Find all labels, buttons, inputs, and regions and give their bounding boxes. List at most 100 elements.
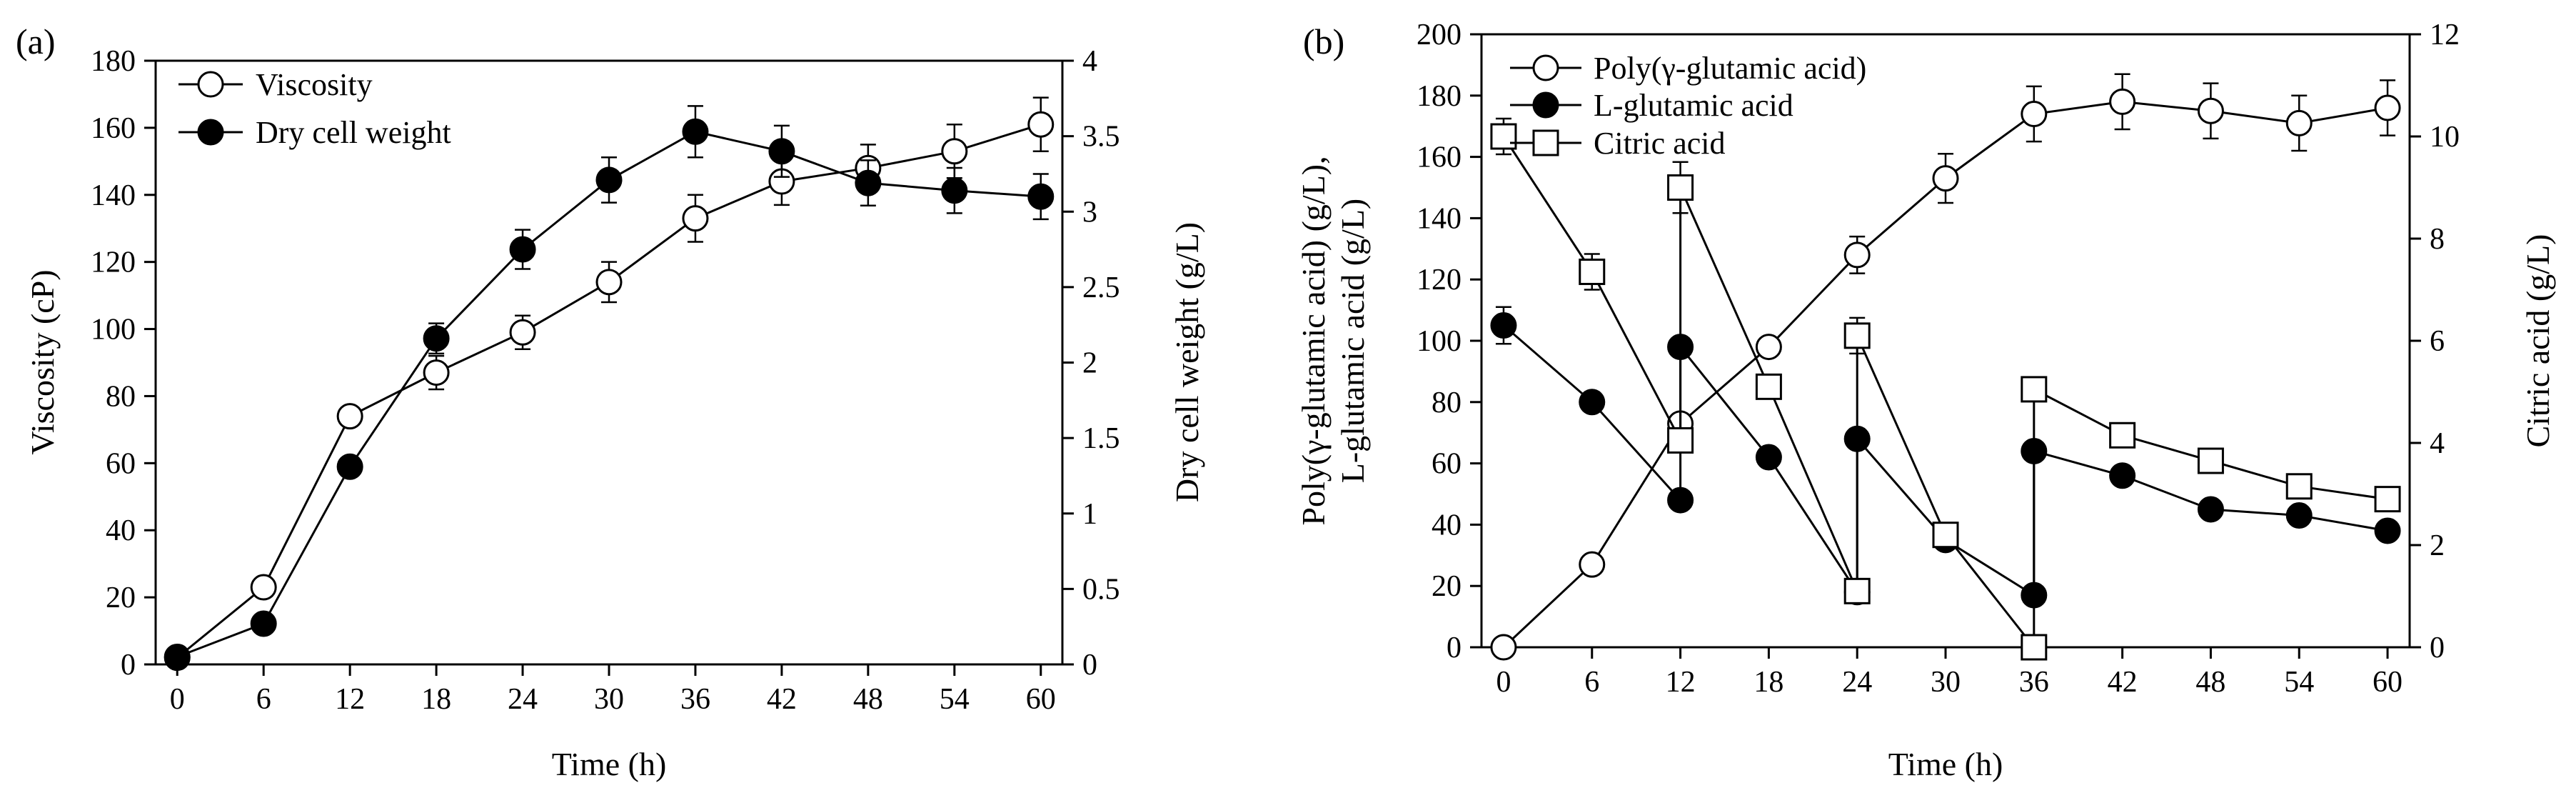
legend-dry-cell-weight-marker xyxy=(197,119,224,146)
panel-b-y-left-tick-label: 60 xyxy=(1432,448,1461,481)
panel-a-viscosity-point xyxy=(941,138,968,165)
panel-b-y-left-axis-title-line2: L-glutamic acid (g/L) xyxy=(1334,199,1371,484)
panel-b-citric-acid-point xyxy=(2109,422,2136,449)
panel-b-citric-acid-point xyxy=(2285,473,2313,500)
panel-b-poly-glutamic-acid-point xyxy=(2374,94,2401,121)
panel-b-l-glutamic-acid-point xyxy=(1579,389,1606,416)
panel-a-dry-cell-weight-point xyxy=(682,118,709,145)
panel-b-citric-acid-point xyxy=(1843,322,1871,349)
panel-a-x-tick-label: 48 xyxy=(853,683,883,716)
panel-b: (b) 0 6 12 18 24 30 36 42 48 54 600204060801001201… xyxy=(1295,19,2556,782)
panel-b-y-left-tick-label: 140 xyxy=(1417,202,1461,235)
panel-b-citric-acid-point xyxy=(2021,376,2048,403)
panel-b-x-tick-label: 0 xyxy=(1496,666,1511,699)
legend-pga-label: Poly(γ-glutamic acid) xyxy=(1594,51,1866,86)
panel-b-y-left-tick-label: 100 xyxy=(1417,325,1461,358)
panel-b-x-tick-label: 30 xyxy=(1931,666,1961,699)
panel-b-poly-glutamic-acid-point xyxy=(2109,88,2136,115)
legend-l-glutamic-marker xyxy=(1532,91,1559,119)
panel-a-y-right-tick-label: 0.5 xyxy=(1082,573,1120,606)
panel-a-dry-cell-weight-point xyxy=(336,453,363,480)
panel-a-axes: 0 6 12 18 24 30 36 42 48 54 6002040608010012014016… xyxy=(91,45,1120,716)
panel-b-l-glutamic-acid-point xyxy=(2109,462,2136,489)
panel-a-legend: Viscosity Dry cell weight xyxy=(178,67,451,150)
panel-b-l-glutamic-acid-point xyxy=(2197,496,2224,523)
panel-a-x-tick-label: 30 xyxy=(594,683,624,716)
panel-b-poly-glutamic-acid-point xyxy=(1490,634,1517,661)
legend-citric-label: Citric acid xyxy=(1594,126,1726,161)
panel-a-viscosity-point xyxy=(1027,111,1055,138)
panel-a-viscosity-point xyxy=(595,269,623,296)
panel-b-y-left-tick-label: 160 xyxy=(1417,141,1461,174)
panel-a-y-left-tick-label: 160 xyxy=(91,112,136,145)
panel-a-x-tick-label: 60 xyxy=(1026,683,1056,716)
panel-b-poly-glutamic-acid-point xyxy=(2197,97,2224,124)
panel-a-dry-cell-weight-point xyxy=(163,643,191,670)
panel-a: (a) 0 6 12 18 24 30 36 42 48 54 600204060801001201… xyxy=(16,21,1205,782)
panel-b-poly-glutamic-acid-point xyxy=(2285,109,2313,136)
panel-a-y-right-tick-label: 3 xyxy=(1082,196,1097,229)
panel-b-l-glutamic-acid-point xyxy=(1755,444,1782,471)
panel-a-y-right-tick-label: 1 xyxy=(1082,498,1097,531)
panel-b-citric-acid-point xyxy=(2374,486,2401,513)
panel-a-viscosity-point xyxy=(250,574,277,601)
panel-a-y-left-tick-label: 40 xyxy=(106,514,136,547)
panel-a-x-axis-title: Time (h) xyxy=(552,746,667,782)
panel-b-citric-acid-point xyxy=(1843,577,1871,604)
legend-viscosity-marker xyxy=(197,71,224,98)
panel-a-y-left-tick-label: 60 xyxy=(106,447,136,480)
panel-b-y-right-tick-label: 2 xyxy=(2430,529,2445,562)
panel-b-y-right-tick-label: 10 xyxy=(2430,121,2460,154)
panel-a-dry-cell-weight-point xyxy=(595,166,623,194)
panel-a-x-tick-label: 54 xyxy=(940,683,970,716)
panel-a-dry-cell-weight-point xyxy=(941,177,968,204)
panel-a-x-tick-label: 0 xyxy=(170,683,185,716)
panel-b-y-left-tick-label: 0 xyxy=(1447,632,1461,664)
panel-b-poly-glutamic-acid-point xyxy=(2021,101,2048,128)
panel-a-x-tick-label: 12 xyxy=(335,683,365,716)
panel-b-citric-acid-point xyxy=(1667,427,1694,454)
panel-a-dry-cell-weight-point xyxy=(250,610,277,637)
panel-a-dry-cell-weight-point xyxy=(768,138,795,165)
panel-b-poly-glutamic-acid-point xyxy=(1932,165,1959,192)
panel-b-poly-glutamic-acid-point xyxy=(1755,334,1782,361)
legend-dry-cell-weight-label: Dry cell weight xyxy=(256,115,451,150)
panel-a-dry-cell-weight-point xyxy=(509,236,536,263)
panel-b-x-tick-label: 48 xyxy=(2195,666,2225,699)
panel-a-tag: (a) xyxy=(16,21,56,61)
panel-a-viscosity-point xyxy=(682,205,709,232)
panel-b-y-left-tick-label: 80 xyxy=(1432,386,1461,419)
legend-citric-marker xyxy=(1532,129,1559,156)
panel-b-y-right-axis-title: Citric acid (g/L) xyxy=(2520,234,2556,448)
panel-b-y-right-tick-label: 6 xyxy=(2430,325,2445,358)
panel-a-y-right-tick-label: 1.5 xyxy=(1082,422,1120,455)
panel-b-y-left-tick-label: 40 xyxy=(1432,509,1461,542)
panel-a-y-left-tick-label: 120 xyxy=(91,246,136,279)
panel-b-l-glutamic-acid-point xyxy=(2285,502,2313,529)
panel-a-y-left-tick-label: 0 xyxy=(121,649,136,682)
panel-a-y-left-tick-label: 80 xyxy=(106,380,136,413)
panel-a-y-left-tick-label: 180 xyxy=(91,45,136,78)
panel-b-poly-glutamic-acid-point xyxy=(1579,551,1606,578)
panel-b-l-glutamic-acid-line xyxy=(1503,324,2388,597)
panel-b-l-glutamic-acid-point xyxy=(1490,312,1517,339)
panel-a-y-right-tick-label: 2.5 xyxy=(1082,271,1120,304)
panel-b-citric-acid-point xyxy=(1579,258,1606,285)
panel-b-citric-acid-point xyxy=(1490,123,1517,150)
panel-a-y-right-tick-label: 0 xyxy=(1082,649,1097,682)
panel-b-poly-glutamic-acid-point xyxy=(1843,241,1871,269)
panel-a-series xyxy=(163,96,1055,672)
panel-b-citric-acid-point xyxy=(1755,373,1782,400)
panel-b-citric-acid-line xyxy=(1502,136,2388,651)
panel-b-y-left-tick-label: 180 xyxy=(1417,80,1461,113)
panel-b-citric-acid-point xyxy=(1667,174,1694,201)
panel-b-x-tick-label: 12 xyxy=(1666,666,1696,699)
panel-b-x-tick-label: 60 xyxy=(2373,666,2403,699)
panel-b-y-right-tick-label: 4 xyxy=(2430,427,2445,460)
panel-b-l-glutamic-acid-point xyxy=(2374,517,2401,544)
panel-a-viscosity-point xyxy=(509,319,536,346)
panel-b-y-left-tick-label: 200 xyxy=(1417,19,1461,51)
panel-a-y-left-axis-title: Viscosity (cP) xyxy=(24,269,61,454)
panel-b-x-tick-label: 24 xyxy=(1842,666,1872,699)
panel-b-y-right-tick-label: 8 xyxy=(2430,223,2445,256)
